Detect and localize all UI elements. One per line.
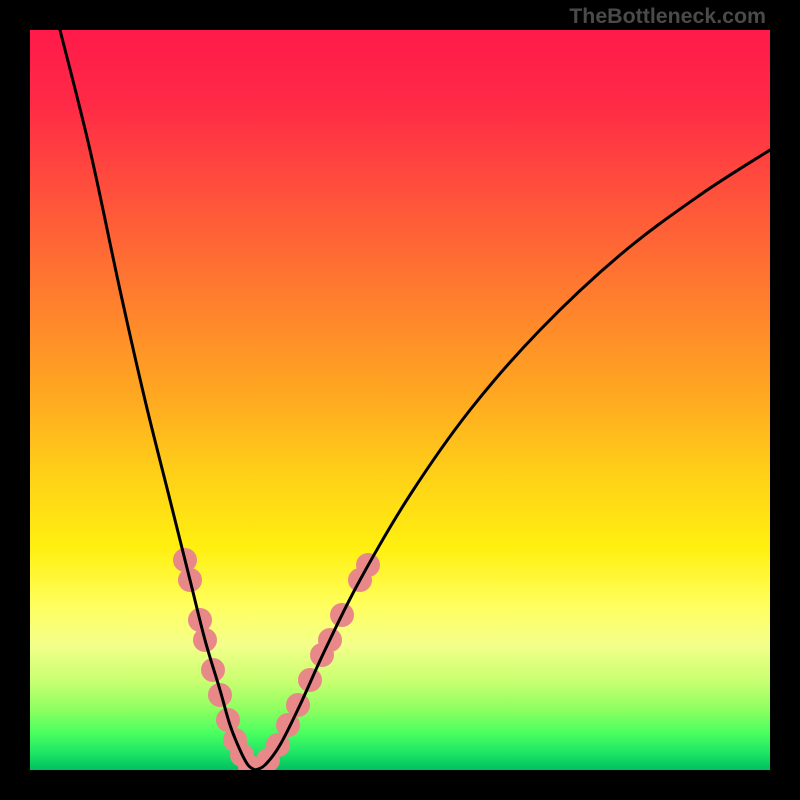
- curve-right-branch: [255, 150, 770, 770]
- watermark-text: TheBottleneck.com: [569, 4, 766, 29]
- curve-left-branch: [60, 30, 255, 770]
- plot-area: [30, 30, 770, 770]
- marker-group: [173, 548, 380, 770]
- curve-layer: [30, 30, 770, 770]
- chart-frame: TheBottleneck.com: [0, 0, 800, 800]
- data-marker: [286, 693, 310, 717]
